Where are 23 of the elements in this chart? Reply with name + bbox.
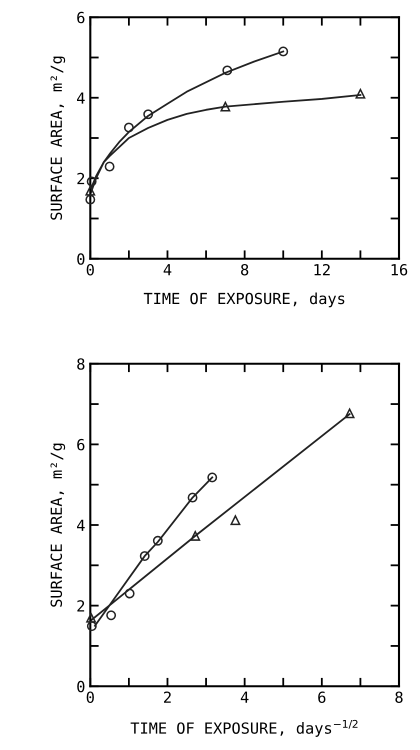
x-tick-label: 2: [164, 691, 171, 703]
y-tick-label: 6: [77, 438, 84, 450]
x-tick-label: 4: [164, 264, 172, 276]
x-tick-label: 0: [86, 691, 94, 704]
y-tick-label: 4: [77, 520, 85, 531]
y-tick-label: 4: [77, 92, 85, 104]
x-axis-title: TIME OF EXPOSURE, days$^{−1/2}$: [130, 720, 358, 737]
y-tick-label: 0: [77, 253, 84, 265]
y-axis-title: SURFACE AREA, m²/g: [50, 444, 66, 607]
x-tick-label: 12: [314, 264, 330, 276]
y-tick-label: 2: [77, 172, 84, 184]
y-tick-label: 0: [77, 680, 84, 692]
y-axis-title: SURFACE AREA, m²/g: [50, 56, 66, 220]
x-tick-label: 4: [240, 692, 249, 703]
x-tick-label: 8: [395, 691, 403, 704]
y-tick-label: 2: [77, 600, 84, 612]
x-tick-label: 0: [86, 264, 94, 276]
x-tick-label: 8: [241, 264, 248, 276]
y-tick-label: 8: [77, 358, 84, 370]
x-tick-label: 6: [318, 691, 326, 704]
x-tick-label: 16: [392, 264, 408, 276]
x-axis-title: TIME OF EXPOSURE, days: [144, 292, 344, 308]
y-tick-label: 6: [77, 12, 84, 24]
